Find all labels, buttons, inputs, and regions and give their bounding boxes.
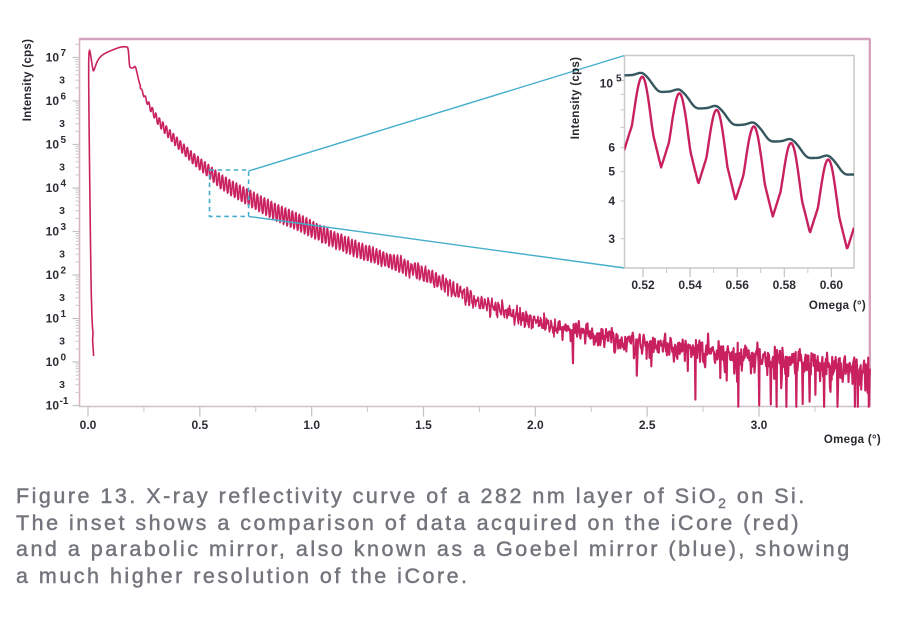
svg-text:3: 3	[59, 292, 65, 304]
svg-text:10: 10	[46, 181, 60, 195]
svg-text:Intensity (cps): Intensity (cps)	[570, 57, 582, 139]
svg-text:10: 10	[46, 399, 60, 413]
svg-text:10: 10	[46, 312, 60, 326]
svg-text:0.58: 0.58	[773, 278, 797, 292]
svg-text:1.5: 1.5	[415, 418, 432, 432]
svg-text:Intensity (cps): Intensity (cps)	[22, 39, 34, 121]
svg-text:3: 3	[59, 379, 65, 391]
svg-text:10: 10	[600, 77, 614, 91]
svg-text:Omega (°): Omega (°)	[809, 300, 866, 312]
svg-text:3: 3	[59, 75, 65, 87]
svg-text:0.52: 0.52	[631, 278, 655, 292]
svg-text:10: 10	[46, 355, 60, 369]
svg-text:10: 10	[46, 51, 60, 65]
svg-text:5: 5	[60, 135, 66, 146]
svg-text:10: 10	[46, 268, 60, 282]
svg-text:6: 6	[60, 92, 66, 103]
svg-text:10: 10	[46, 94, 60, 108]
svg-text:3: 3	[608, 232, 615, 246]
svg-text:3: 3	[59, 249, 65, 261]
svg-text:3: 3	[59, 336, 65, 348]
svg-text:0.56: 0.56	[726, 278, 750, 292]
svg-text:1: 1	[60, 309, 66, 320]
svg-text:0: 0	[60, 353, 66, 364]
svg-text:10: 10	[46, 225, 60, 239]
svg-text:0.5: 0.5	[191, 418, 208, 432]
svg-text:5: 5	[616, 74, 622, 85]
svg-text:10: 10	[46, 138, 60, 152]
svg-text:0.54: 0.54	[678, 278, 702, 292]
svg-text:6: 6	[608, 141, 615, 155]
svg-text:7: 7	[60, 48, 66, 59]
svg-text:3: 3	[59, 205, 65, 217]
svg-text:Omega (°): Omega (°)	[824, 434, 881, 446]
svg-text:2: 2	[60, 266, 66, 277]
svg-text:4: 4	[60, 179, 66, 190]
svg-text:2.5: 2.5	[639, 418, 656, 432]
svg-text:0.0: 0.0	[80, 418, 97, 432]
svg-text:1.0: 1.0	[303, 418, 320, 432]
svg-text:3: 3	[59, 118, 65, 130]
svg-text:3: 3	[60, 222, 66, 233]
svg-text:3.0: 3.0	[751, 418, 768, 432]
svg-text:4: 4	[608, 194, 615, 208]
svg-text:0.60: 0.60	[820, 278, 844, 292]
svg-text:2.0: 2.0	[527, 418, 544, 432]
svg-text:3: 3	[59, 162, 65, 174]
svg-text:-1: -1	[60, 396, 69, 407]
svg-text:5: 5	[608, 165, 615, 179]
